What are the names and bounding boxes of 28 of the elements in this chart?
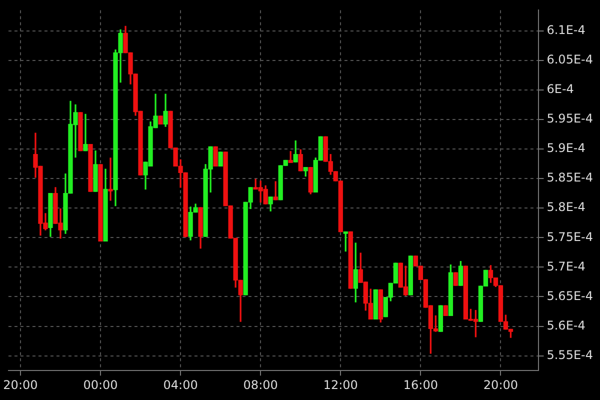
x-tick-label: 08:00 — [243, 378, 278, 392]
y-tick-label: 5.8E-4 — [546, 200, 586, 214]
candlestick — [453, 272, 458, 286]
y-tick-label: 5.65E-4 — [546, 288, 593, 303]
y-tick-label: 5.9E-4 — [546, 141, 586, 156]
y-tick-label: 5.75E-4 — [546, 230, 593, 244]
candlestick — [213, 146, 218, 167]
x-tick-label: 20:00 — [3, 378, 38, 392]
y-tick-label: 6E-4 — [546, 82, 574, 96]
x-tick-label: 12:00 — [323, 378, 358, 392]
y-tick-label: 5.6E-4 — [546, 318, 586, 332]
candlestick — [218, 152, 223, 167]
x-tick-label: 04:00 — [163, 378, 198, 392]
candlestick — [98, 164, 103, 242]
y-tick-label: 6.05E-4 — [546, 52, 593, 67]
candlestick — [88, 144, 93, 192]
candlestick — [373, 289, 378, 320]
y-tick-label: 5.55E-4 — [546, 348, 593, 362]
candlestick — [348, 231, 353, 289]
candlestick — [158, 116, 163, 125]
y-tick-label: 5.7E-4 — [546, 259, 586, 274]
y-tick-label: 5.95E-4 — [546, 112, 593, 126]
x-tick-label: 00:00 — [83, 378, 118, 392]
candlestick — [78, 112, 83, 152]
x-tick-label: 16:00 — [403, 378, 438, 392]
y-tick-label: 5.85E-4 — [546, 170, 593, 185]
y-tick-label: 6.1E-4 — [546, 23, 586, 38]
x-tick-label: 20:00 — [483, 378, 518, 392]
